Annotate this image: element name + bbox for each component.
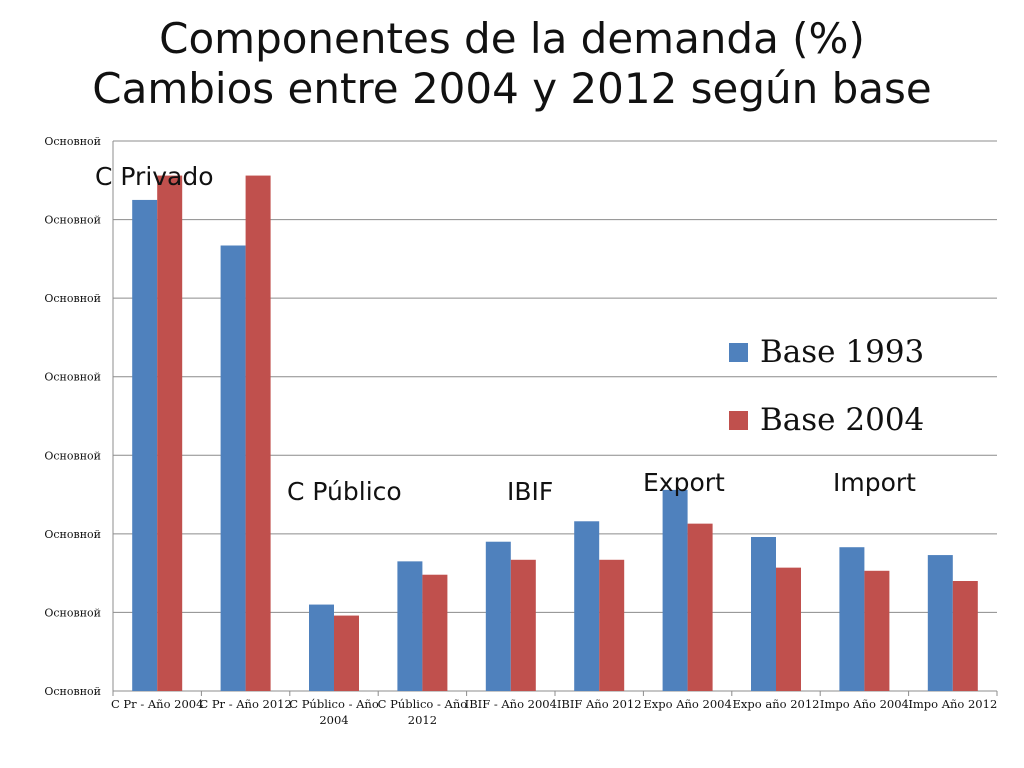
callout-c-publico: C Público xyxy=(287,477,402,506)
y-tick-label: Основной xyxy=(44,135,101,148)
bar-base-2004 xyxy=(864,570,890,691)
y-tick-label: Основной xyxy=(44,371,101,384)
callout-c-privado: C Privado xyxy=(95,162,214,191)
x-tick-label: Expo Año 2004 xyxy=(643,697,731,711)
x-tick-label: Impo Año 2012 xyxy=(908,697,997,711)
bar-base-1993 xyxy=(574,521,600,691)
x-tick-label: C Pr - Año 2004 xyxy=(111,697,203,711)
bar-base-2004 xyxy=(510,559,536,691)
bar-base-1993 xyxy=(220,245,246,691)
bar-base-2004 xyxy=(776,567,801,691)
title-line-1: Componentes de la demanda (%) xyxy=(159,14,865,63)
callout-import: Import xyxy=(833,468,916,497)
bar-base-1993 xyxy=(662,489,688,691)
x-tick-label: C Público - Año 2004 xyxy=(289,697,379,727)
x-tick-label: IBIF - Año 2004 xyxy=(465,697,557,711)
bar-base-1993 xyxy=(839,547,865,691)
legend-item-base-2004: Base 2004 xyxy=(729,402,924,438)
y-tick-label: Основной xyxy=(44,685,101,698)
legend-swatch-base-1993 xyxy=(729,342,748,362)
legend-label-base-2004: Base 2004 xyxy=(760,402,925,438)
y-tick-label: Основной xyxy=(44,292,101,305)
x-tick-label: IBIF Año 2012 xyxy=(557,697,642,711)
bar-base-2004 xyxy=(599,559,625,691)
callout-ibif: IBIF xyxy=(507,477,554,506)
bar-base-1993 xyxy=(397,561,423,691)
legend-swatch-base-2004 xyxy=(729,410,748,430)
bar-base-2004 xyxy=(334,615,359,691)
bars xyxy=(132,175,978,692)
x-tick-label: C Pr - Año 2012 xyxy=(199,697,291,711)
legend-item-base-1993: Base 1993 xyxy=(729,334,924,370)
y-tick-label: Основной xyxy=(44,528,101,541)
y-tick-label: Основной xyxy=(44,214,101,227)
x-tick-label: Expo año 2012 xyxy=(733,697,820,711)
bar-base-1993 xyxy=(309,604,334,691)
bar-base-1993 xyxy=(751,537,776,691)
x-tick-label: Impo Año 2004 xyxy=(820,697,909,711)
y-tick-label: Основной xyxy=(44,449,101,462)
bar-base-1993 xyxy=(927,555,953,691)
slide-title: Componentes de la demanda (%) Cambios en… xyxy=(0,14,1024,114)
bar-base-2004 xyxy=(952,581,978,691)
bar-base-2004 xyxy=(245,175,271,692)
y-tick-label: Основной xyxy=(44,606,101,619)
callout-export: Export xyxy=(643,468,725,497)
bar-base-1993 xyxy=(485,541,511,691)
legend-label-base-1993: Base 1993 xyxy=(760,334,925,370)
bar-base-2004 xyxy=(422,574,448,691)
bar-base-2004 xyxy=(157,175,183,692)
y-axis-tick-labels: Основной Основной Основной Основной Основной… xyxy=(44,135,101,698)
bar-base-2004 xyxy=(687,523,713,691)
x-tick-label: C Público - Año 2012 xyxy=(378,697,468,727)
title-line-2: Cambios entre 2004 y 2012 según base xyxy=(92,64,932,113)
bar-base-1993 xyxy=(132,199,158,691)
